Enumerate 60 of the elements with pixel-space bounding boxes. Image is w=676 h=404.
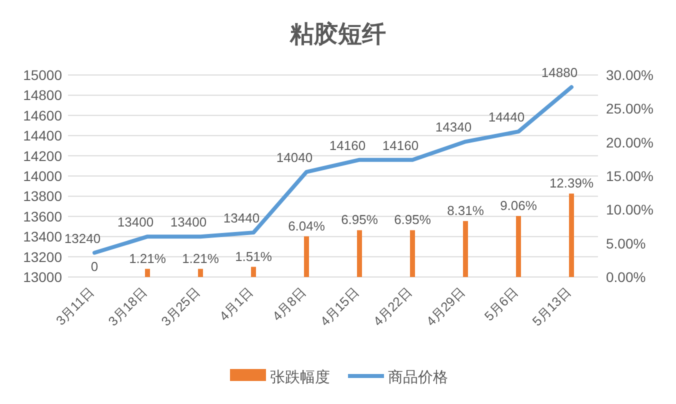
x-tick-label: 4月15日 xyxy=(317,284,362,329)
x-tick-label: 4月8日 xyxy=(269,284,309,324)
y2-tick-label: 0.00% xyxy=(606,269,646,285)
bar xyxy=(251,266,256,277)
data-label: 6.04% xyxy=(288,218,326,234)
data-label: 12.39% xyxy=(549,176,594,191)
data-label: 1.21% xyxy=(129,250,166,266)
bar xyxy=(410,230,415,277)
x-tick-label: 3月25日 xyxy=(158,284,203,329)
y2-tick-label: 25.00% xyxy=(606,100,654,117)
bar xyxy=(357,230,362,277)
y-tick-label: 14200 xyxy=(23,148,62,164)
bar xyxy=(304,236,309,277)
data-label: 13240 xyxy=(64,230,101,246)
x-tick-label: 3月18日 xyxy=(105,284,150,329)
y-tick-label: 14600 xyxy=(23,107,62,124)
data-label: 1.51% xyxy=(235,248,272,264)
data-label: 8.31% xyxy=(447,203,484,218)
y-tick-label: 13600 xyxy=(23,208,62,224)
legend-label: 张跌幅度 xyxy=(270,369,330,386)
y-tick-label: 13400 xyxy=(23,228,62,245)
data-label: 13400 xyxy=(170,214,207,230)
data-label: 0 xyxy=(90,259,98,274)
bar xyxy=(463,221,468,277)
data-label: 13400 xyxy=(117,214,154,230)
y2-tick-label: 15.00% xyxy=(606,168,654,184)
data-label: 14160 xyxy=(329,138,366,153)
y2-tick-label: 30.00% xyxy=(606,67,654,83)
bar xyxy=(516,216,521,277)
data-label: 14040 xyxy=(276,150,313,165)
data-label: 6.95% xyxy=(341,212,378,228)
x-tick-label: 4月29日 xyxy=(423,284,468,329)
bar xyxy=(569,194,574,277)
x-tick-label: 5月6日 xyxy=(481,284,521,324)
y-tick-label: 15000 xyxy=(23,67,62,83)
y2-tick-label: 10.00% xyxy=(606,202,654,218)
data-label: 14340 xyxy=(435,120,472,135)
data-label: 6.95% xyxy=(394,212,432,228)
data-label: 14160 xyxy=(382,138,419,153)
x-tick-label: 5月13日 xyxy=(529,284,574,329)
y-tick-label: 13000 xyxy=(23,269,62,285)
data-label: 14880 xyxy=(541,65,578,80)
x-tick-label: 4月1日 xyxy=(216,284,256,324)
bar xyxy=(145,268,150,277)
x-tick-label: 3月11日 xyxy=(52,284,97,328)
bar xyxy=(198,268,203,277)
y2-tick-label: 5.00% xyxy=(606,235,646,252)
data-label: 9.06% xyxy=(500,198,538,213)
data-label: 1.21% xyxy=(182,250,220,266)
y-tick-label: 14800 xyxy=(23,87,62,104)
y-tick-label: 13800 xyxy=(23,188,62,204)
legend-label: 商品价格 xyxy=(388,369,448,386)
x-tick-label: 4月22日 xyxy=(370,284,415,329)
y-tick-label: 14400 xyxy=(23,128,62,144)
y2-tick-label: 20.00% xyxy=(606,134,654,150)
data-label: 14440 xyxy=(488,110,525,125)
y-tick-label: 14000 xyxy=(23,168,62,184)
y-tick-label: 13200 xyxy=(23,248,62,265)
data-label: 13440 xyxy=(223,210,260,226)
chart-title: 粘胶短纤 xyxy=(289,21,386,48)
